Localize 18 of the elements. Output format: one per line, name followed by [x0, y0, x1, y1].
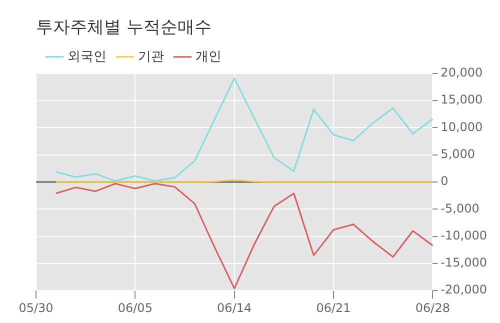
y-tick-label: -10,000	[440, 228, 488, 242]
x-tick-label: 06/05	[118, 300, 152, 315]
y-tick-label: -5,000	[440, 201, 480, 216]
x-tick-label: 06/14	[217, 300, 252, 315]
legend-label: 외국인	[68, 49, 106, 64]
y-tick-label: 15,000	[440, 92, 483, 107]
x-tick-label: 06/21	[316, 300, 351, 315]
y-tick-label: 0	[440, 174, 448, 188]
y-tick-label: 10,000	[440, 120, 483, 134]
legend-label: 개인	[196, 49, 222, 64]
y-tick-label: 20,000	[440, 66, 483, 80]
chart-title: 투자주체별 누적순매수	[36, 18, 212, 38]
y-tick-label: 5,000	[440, 146, 476, 161]
y-tick-label: -20,000	[440, 282, 488, 297]
y-tick-label: -15,000	[440, 256, 488, 270]
x-tick-label: 06/28	[415, 300, 450, 315]
x-tick-label: 05/30	[18, 300, 54, 315]
legend-label: 기관	[138, 49, 164, 64]
